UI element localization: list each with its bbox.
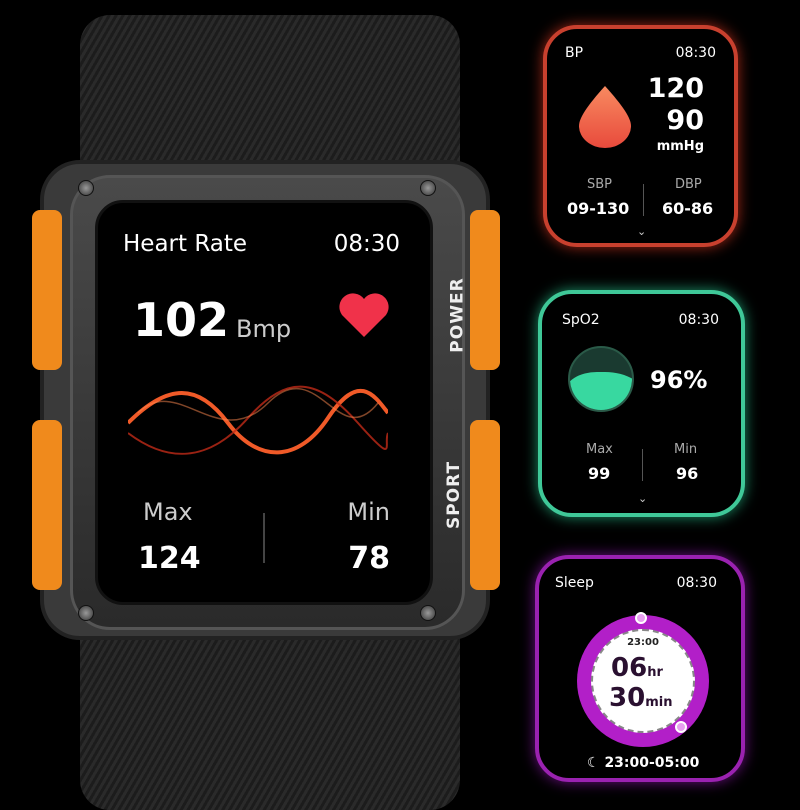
bp-unit: mmHg xyxy=(656,139,704,154)
bp-time: 08:30 xyxy=(675,45,716,61)
spo2-max-value: 99 xyxy=(588,464,611,483)
heart-icon xyxy=(339,293,389,337)
spo2-title: SpO2 xyxy=(562,312,600,328)
min-label: Min xyxy=(347,498,390,526)
orange-trim xyxy=(470,420,500,590)
bpm-unit: Bmp xyxy=(236,315,292,343)
spo2-min-value: 96 xyxy=(676,464,699,483)
screw-icon xyxy=(420,180,436,196)
bp-systolic: 120 xyxy=(647,73,704,104)
spo2-time: 08:30 xyxy=(678,312,719,328)
screw-icon xyxy=(420,605,436,621)
bp-panel: BP 08:30 120 90 mmHg SBP 09-130 DBP 60-8… xyxy=(543,25,738,247)
min-value: 78 xyxy=(348,541,390,576)
dbp-range: 60-86 xyxy=(662,199,714,218)
blood-drop-icon xyxy=(579,86,631,148)
orange-trim xyxy=(470,210,500,370)
spo2-max-label: Max xyxy=(586,442,613,457)
divider xyxy=(263,513,265,563)
screw-icon xyxy=(78,180,94,196)
screen-time: 08:30 xyxy=(333,231,400,257)
sleep-title: Sleep xyxy=(555,575,594,591)
max-value: 124 xyxy=(138,541,201,576)
sleep-hours-unit: hr xyxy=(647,665,663,680)
moon-marker-icon xyxy=(635,612,647,624)
chevron-down-icon[interactable]: ⌄ xyxy=(638,492,648,505)
spo2-min-label: Min xyxy=(674,442,698,457)
max-label: Max xyxy=(143,498,193,526)
sbp-label: SBP xyxy=(587,177,613,192)
orange-trim xyxy=(32,210,62,370)
heart-wave-graph xyxy=(128,385,388,455)
wake-marker-icon xyxy=(675,721,687,733)
sleep-minutes: 30 xyxy=(609,683,646,713)
sleep-time: 08:30 xyxy=(676,575,717,591)
watch-screen: Heart Rate 08:30 102 Bmp Max 124 Min 78 xyxy=(95,200,433,605)
bp-diastolic: 90 xyxy=(666,105,704,136)
sleep-dial: 23:00 06hr 30min xyxy=(577,612,709,747)
dbp-label: DBP xyxy=(675,177,702,192)
bp-title: BP xyxy=(565,45,584,61)
sleep-range: 23:00-05:00 xyxy=(604,755,700,771)
moon-icon: ☾ xyxy=(587,755,605,771)
chevron-down-icon[interactable]: ⌄ xyxy=(637,225,647,238)
bpm-value: 102 xyxy=(133,293,230,347)
spo2-value: 96% xyxy=(650,366,708,394)
sport-button[interactable]: SPORT xyxy=(444,460,465,530)
power-button[interactable]: POWER xyxy=(447,277,468,353)
divider xyxy=(642,449,643,481)
sleep-hours: 06 xyxy=(611,653,648,683)
screen-title: Heart Rate xyxy=(123,231,248,257)
sbp-range: 09-130 xyxy=(567,199,630,218)
screw-icon xyxy=(78,605,94,621)
watch-band-bottom xyxy=(80,610,460,810)
dial-label: 23:00 xyxy=(627,637,659,648)
sleep-minutes-unit: min xyxy=(645,695,673,710)
spo2-panel: SpO2 08:30 96% Max 99 Min 96 ⌄ xyxy=(538,290,745,517)
orange-trim xyxy=(32,420,62,590)
spo2-wave-icon xyxy=(568,346,634,412)
divider xyxy=(643,184,644,216)
sleep-panel: Sleep 08:30 23:00 06hr 30min ☾ 23:00-05:… xyxy=(535,555,745,782)
